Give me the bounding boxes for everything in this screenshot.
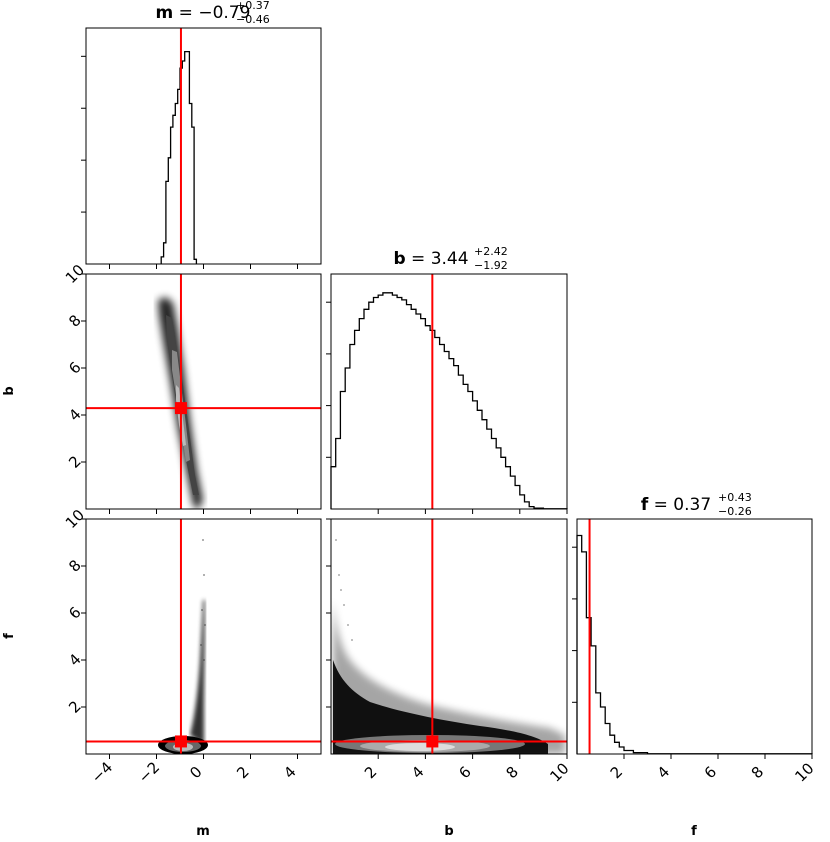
xtick-label-f: 4 <box>654 763 673 782</box>
panel-frame-b-f <box>330 518 568 755</box>
density-f-vs-m-tail <box>190 600 205 745</box>
xtick-label-f: 6 <box>701 763 720 782</box>
ylabel-f: f <box>2 633 17 639</box>
ylabel-b: b <box>2 386 17 395</box>
truth-marker-m-f <box>174 735 187 748</box>
panel-frame-m-m <box>85 27 322 265</box>
panel-frame-m-f <box>85 518 322 755</box>
xtick-label-f: 10 <box>791 759 817 785</box>
title-m-minus: −0.46 <box>236 13 270 26</box>
title-f-plus: +0.43 <box>718 491 752 504</box>
title-b: b = 3.44 <box>393 249 468 269</box>
panel-frame-f-f <box>576 518 813 755</box>
hist-m <box>160 50 198 264</box>
truth-marker-m-b <box>174 402 187 415</box>
xtick-label-b: 2 <box>361 763 380 782</box>
xtick-label-f: 2 <box>607 763 626 782</box>
title-f-value: 0.37 <box>673 495 711 515</box>
xlabel-b: b <box>444 824 453 839</box>
title-m-plus: +0.37 <box>236 0 270 12</box>
title-b-plus: +2.42 <box>474 245 508 258</box>
title-f-eq: = <box>654 495 674 515</box>
density-f-vs-b-scatter <box>335 539 353 641</box>
density-f-vs-m <box>158 539 208 754</box>
panel-frame-b-b <box>330 273 568 510</box>
density-f-vs-b <box>333 539 565 754</box>
ytick-label-f: 10 <box>62 506 88 532</box>
xtick-label-b: 6 <box>455 763 474 782</box>
xtick-label-m: −4 <box>88 758 116 786</box>
title-m-eq: = <box>179 3 199 23</box>
title-m-value: −0.79 <box>198 3 250 23</box>
panel-frame-m-b <box>85 273 322 510</box>
hist-b <box>330 292 568 510</box>
title-b-minus: −1.92 <box>474 259 508 272</box>
title-b-eq: = <box>411 249 431 269</box>
title-m: m = −0.79 <box>156 3 251 23</box>
density-f-vs-m-scatter <box>200 539 206 661</box>
xtick-label-m: 0 <box>186 763 205 782</box>
title-f-label: f <box>641 495 649 515</box>
title-m-label: m <box>156 3 174 23</box>
xtick-label-b: 4 <box>408 763 427 782</box>
title-b-value: 3.44 <box>431 249 469 269</box>
xtick-label-b: 10 <box>546 759 572 785</box>
density-f-vs-b-core <box>385 743 455 751</box>
ytick-label-b: 10 <box>62 261 88 287</box>
title-f-minus: −0.26 <box>718 505 752 518</box>
title-f: f = 0.37 <box>641 495 711 515</box>
title-b-label: b <box>393 249 405 269</box>
xlabel-m: m <box>196 824 210 839</box>
xlabel-f: f <box>691 824 697 839</box>
xtick-label-m: 4 <box>280 763 299 782</box>
xtick-label-m: −2 <box>135 758 163 786</box>
density-f-vs-b-outer <box>333 660 548 754</box>
hist-f <box>576 534 813 755</box>
xtick-label-b: 8 <box>503 763 522 782</box>
xtick-label-m: 2 <box>233 763 252 782</box>
xtick-label-f: 8 <box>748 763 767 782</box>
truth-marker-b-f <box>426 735 439 748</box>
